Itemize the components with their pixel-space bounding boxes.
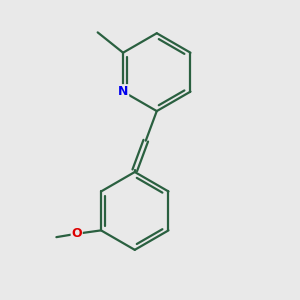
Text: O: O (71, 227, 82, 240)
Text: N: N (118, 85, 128, 98)
